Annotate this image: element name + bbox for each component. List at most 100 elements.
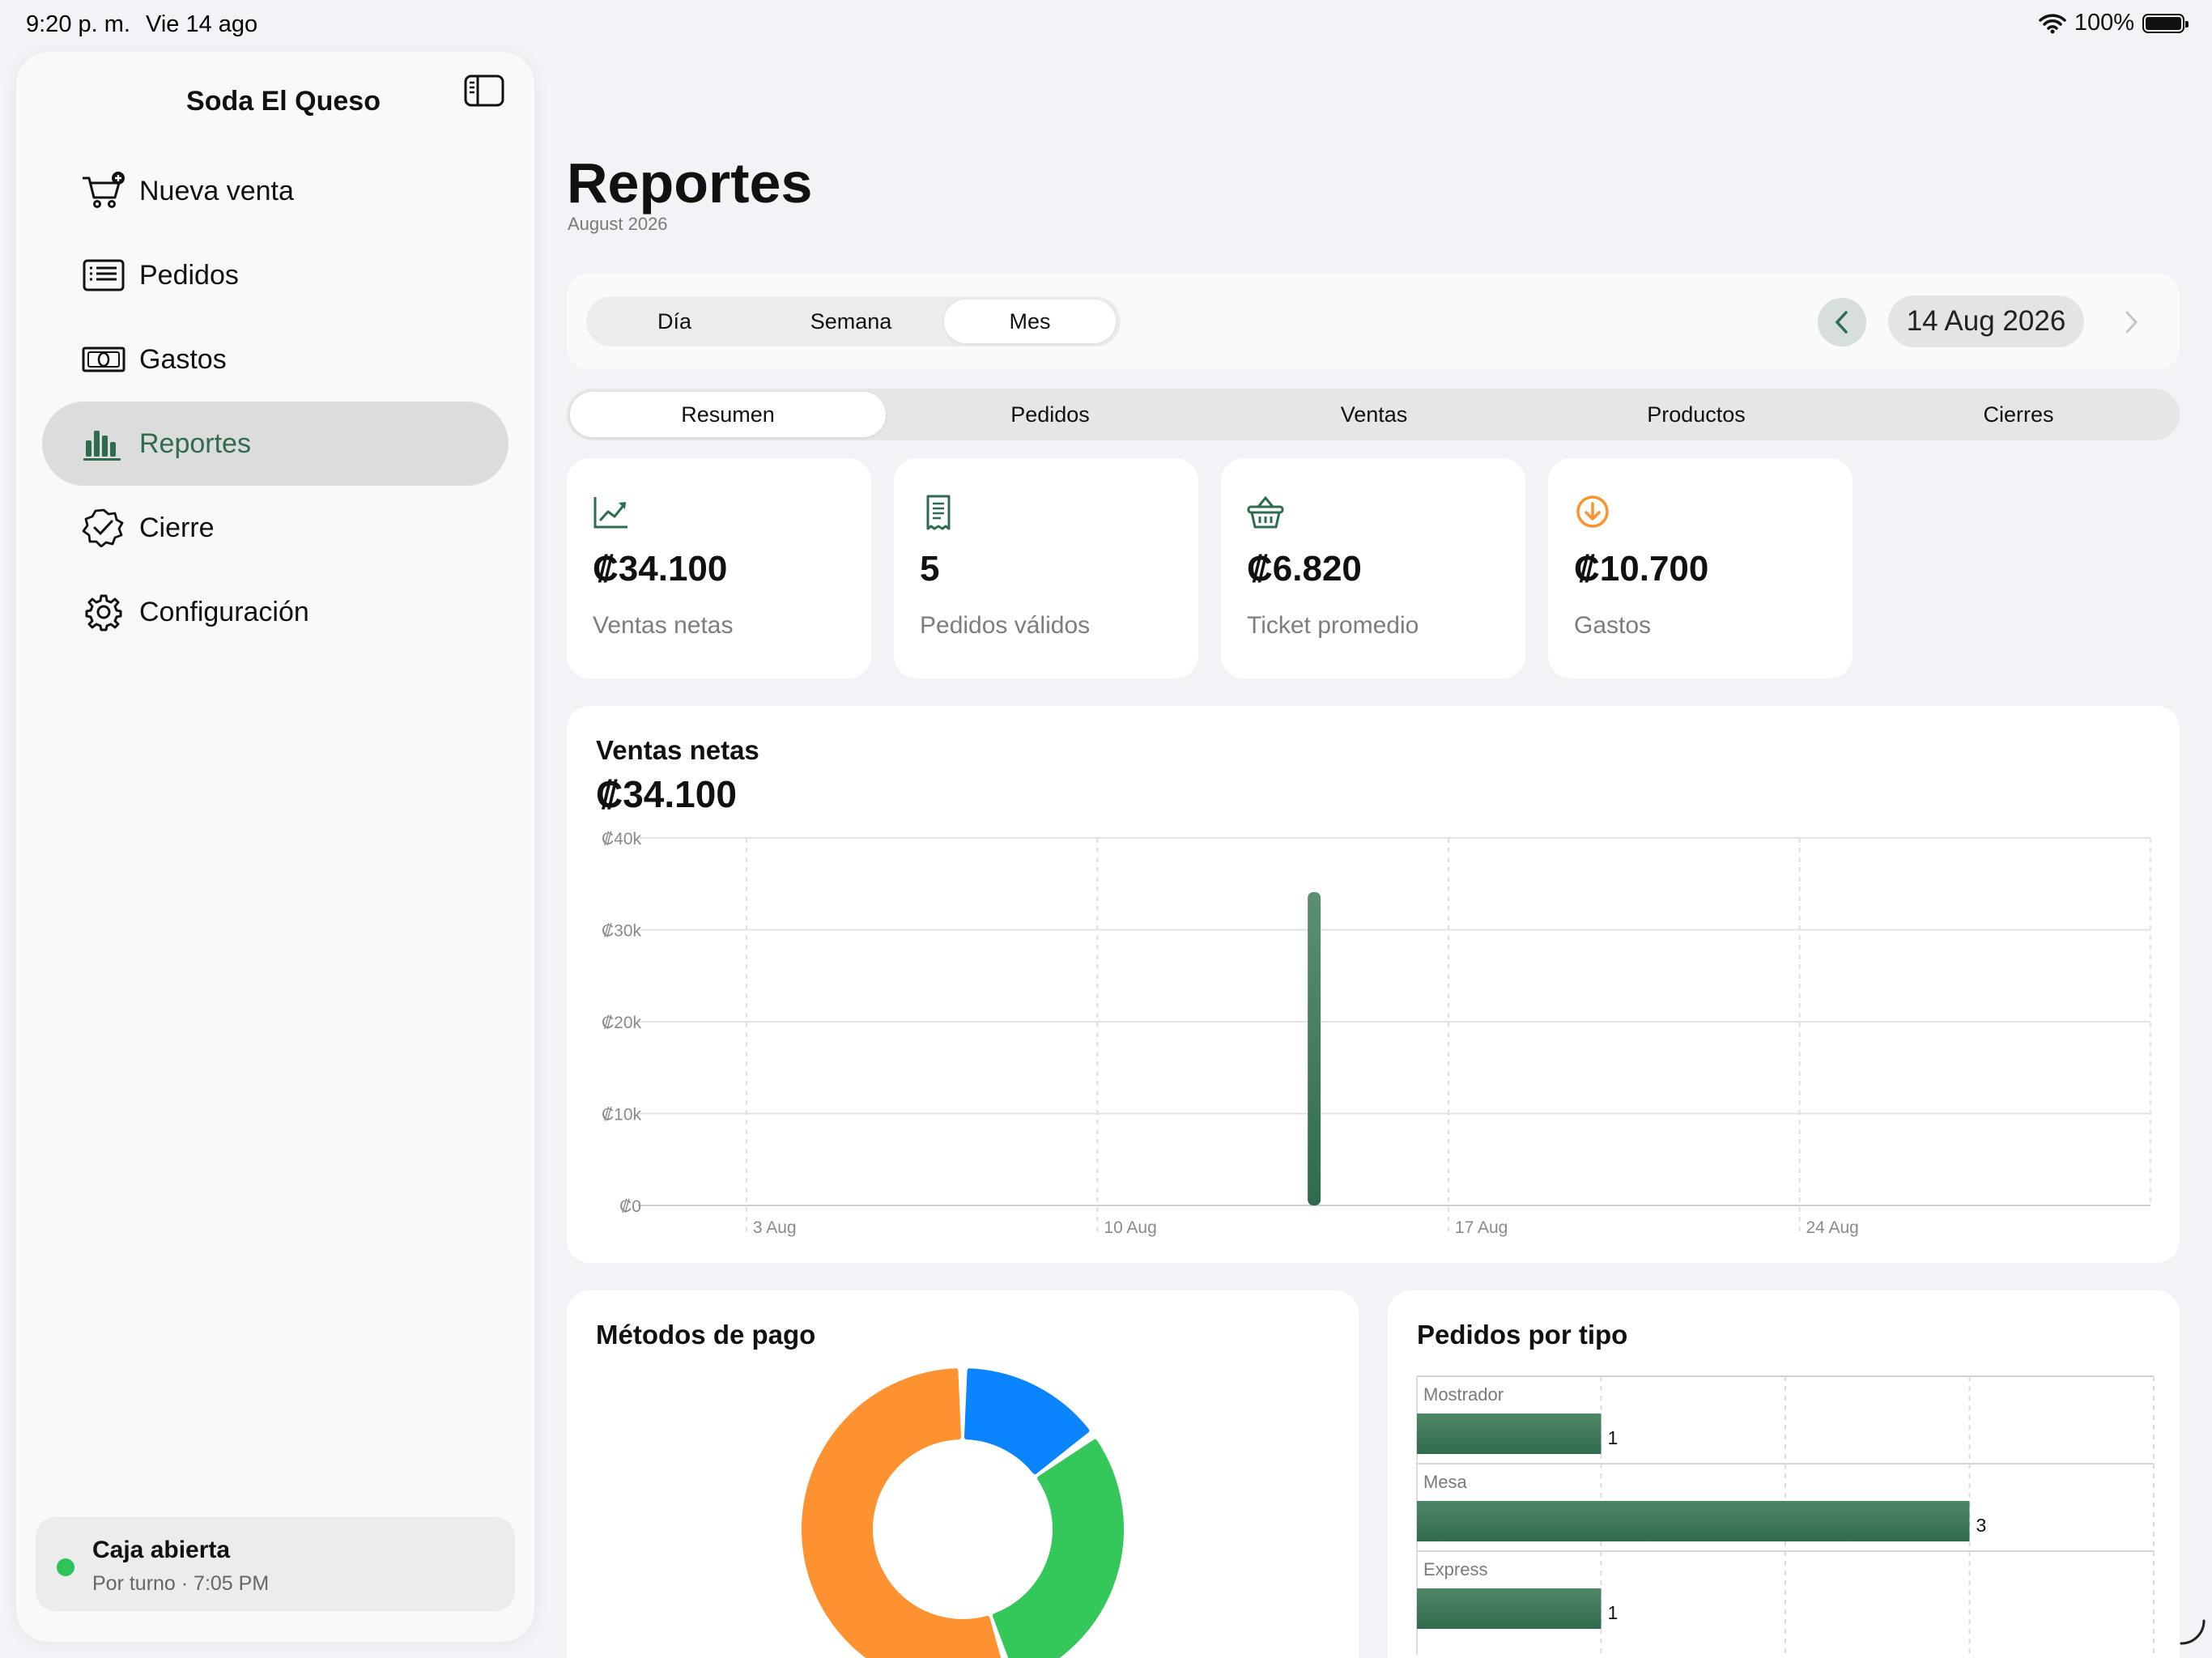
kpi-value: 5 bbox=[920, 549, 940, 589]
kpi-value: ₡10.700 bbox=[1574, 549, 1709, 589]
status-date: Vie 14 ago bbox=[146, 11, 258, 37]
donut-slice bbox=[992, 1439, 1124, 1658]
order-type-bar bbox=[1417, 1588, 1602, 1629]
chevron-left-icon bbox=[1835, 311, 1848, 334]
sidebar-item-label: Cierre bbox=[139, 512, 215, 543]
sales-chart: ₡0 ₡10k ₡20k ₡30k ₡40k 3 Aug 10 Aug 17 Aug 24 Au… bbox=[602, 830, 2151, 1237]
tab-pedidos[interactable]: Pedidos bbox=[1010, 402, 1090, 427]
sales-chart-card: ₡0 ₡10k ₡20k ₡30k ₡40k 3 Aug 10 Aug 17 Aug 24 Au… bbox=[567, 706, 2180, 1263]
period-semana[interactable]: Semana bbox=[810, 309, 892, 334]
date-picker-button[interactable]: 14 Aug 2026 bbox=[1888, 295, 2084, 347]
previous-period-button[interactable] bbox=[1818, 298, 1866, 346]
donut-slice bbox=[802, 1368, 1002, 1658]
orders-by-type-card: Pedidos por tipo 0123Mostrador1Mesa3Expr… bbox=[1388, 1290, 2180, 1658]
sidebar-item-label: Reportes bbox=[139, 427, 251, 459]
payment-methods-card: Métodos de pago bbox=[567, 1290, 1359, 1658]
next-period-button[interactable] bbox=[2115, 298, 2147, 346]
cash-register-status[interactable]: Caja abierta Por turno · 7:05 PM bbox=[36, 1517, 515, 1611]
wifi-icon bbox=[2039, 13, 2066, 33]
kpi-label: Ventas netas bbox=[593, 612, 734, 639]
gear-icon bbox=[81, 593, 126, 631]
y-tick-label: ₡20k bbox=[602, 1014, 642, 1032]
orders-by-type-chart: 0123Mostrador1Mesa3Express1 bbox=[1416, 1375, 2155, 1655]
kpi-label: Ticket promedio bbox=[1247, 612, 1419, 639]
receipt-icon bbox=[926, 495, 951, 530]
tab-resumen[interactable]: Resumen bbox=[570, 392, 886, 437]
kpi-card-ticket-promedio[interactable]: ₡6.820 Ticket promedio bbox=[1221, 458, 1525, 678]
sidebar-item-cierre[interactable]: Cierre bbox=[42, 486, 508, 570]
arrow-down-circle-icon bbox=[1576, 495, 1609, 528]
sidebar-item-pedidos[interactable]: Pedidos bbox=[42, 233, 508, 317]
y-tick-label: ₡40k bbox=[602, 830, 642, 848]
y-tick-label: ₡0 bbox=[619, 1197, 641, 1216]
sidebar-nav: Nueva venta Pedidos Gastos bbox=[42, 149, 508, 654]
battery-level bbox=[2146, 16, 2181, 30]
order-type-bar bbox=[1417, 1414, 1602, 1454]
sidebar-item-label: Pedidos bbox=[139, 259, 239, 291]
status-time: 9:20 p. m. bbox=[26, 11, 130, 37]
bar-chart-icon bbox=[81, 424, 126, 463]
y-tick-label: ₡30k bbox=[602, 922, 642, 941]
chart-title: Métodos de pago bbox=[596, 1320, 816, 1350]
category-label: Mesa bbox=[1423, 1472, 1468, 1492]
chevron-right-icon bbox=[2125, 311, 2138, 334]
x-tick-label: 24 Aug bbox=[1806, 1218, 1858, 1237]
sidebar-item-label: Nueva venta bbox=[139, 175, 294, 206]
status-subtitle: Por turno · 7:05 PM bbox=[92, 1572, 270, 1595]
period-toolbar: Día Semana Mes 14 Aug 2026 bbox=[567, 274, 2180, 369]
status-indicators: 100% bbox=[2039, 10, 2189, 36]
sidebar-toggle-icon[interactable] bbox=[463, 73, 505, 108]
kpi-card-pedidos-validos[interactable]: 5 Pedidos válidos bbox=[894, 458, 1198, 678]
banknote-icon bbox=[81, 340, 126, 379]
tab-ventas[interactable]: Ventas bbox=[1340, 402, 1408, 427]
kpi-value: ₡6.820 bbox=[1247, 549, 1362, 589]
tab-cierres[interactable]: Cierres bbox=[1983, 402, 2054, 427]
donut-slice bbox=[963, 1368, 1090, 1475]
y-tick-label: ₡10k bbox=[602, 1106, 642, 1124]
payment-donut-chart bbox=[802, 1368, 1124, 1658]
sidebar: Soda El Queso Nueva venta bbox=[16, 52, 534, 1642]
report-tabs: Resumen Pedidos Ventas Productos Cierres bbox=[567, 389, 2180, 440]
cart-plus-icon bbox=[81, 172, 126, 210]
x-tick-label: 10 Aug bbox=[1104, 1218, 1156, 1237]
kpi-card-ventas-netas[interactable]: ₡34.100 Ventas netas bbox=[567, 458, 871, 678]
category-label: Express bbox=[1423, 1559, 1487, 1579]
page-subtitle: August 2026 bbox=[568, 214, 668, 234]
kpi-label: Gastos bbox=[1574, 612, 1652, 639]
list-icon bbox=[81, 256, 126, 295]
status-dot bbox=[57, 1558, 74, 1576]
tab-productos[interactable]: Productos bbox=[1647, 402, 1746, 427]
resize-grip-icon bbox=[2180, 1619, 2206, 1645]
sidebar-item-nueva-venta[interactable]: Nueva venta bbox=[42, 149, 508, 233]
kpi-card-gastos[interactable]: ₡10.700 Gastos bbox=[1548, 458, 1853, 678]
chart-title: Ventas netas bbox=[596, 735, 759, 765]
period-dia[interactable]: Día bbox=[657, 309, 692, 334]
chart-total: ₡34.100 bbox=[596, 773, 737, 815]
bar-value-label: 3 bbox=[1976, 1515, 1987, 1536]
bar-value-label: 1 bbox=[1608, 1427, 1619, 1448]
x-tick-label: 3 Aug bbox=[753, 1218, 797, 1237]
sidebar-item-label: Gastos bbox=[139, 343, 227, 375]
order-type-bar bbox=[1417, 1501, 1970, 1541]
x-tick-label: 17 Aug bbox=[1455, 1218, 1508, 1237]
period-segmented-control: Día Semana Mes bbox=[586, 296, 1121, 346]
chart-title: Pedidos por tipo bbox=[1417, 1320, 1628, 1350]
kpi-value: ₡34.100 bbox=[593, 549, 728, 589]
checkmark-seal-icon bbox=[81, 508, 126, 547]
battery-icon bbox=[2142, 13, 2189, 33]
sidebar-item-gastos[interactable]: Gastos bbox=[42, 317, 508, 402]
trend-up-icon bbox=[593, 497, 627, 529]
page-title: Reportes bbox=[567, 151, 813, 215]
kpi-label: Pedidos válidos bbox=[920, 612, 1091, 639]
sidebar-item-configuracion[interactable]: Configuración bbox=[42, 570, 508, 654]
period-mes[interactable]: Mes bbox=[944, 300, 1116, 343]
sales-bar bbox=[1308, 891, 1321, 1205]
basket-icon bbox=[1247, 495, 1284, 529]
bar-value-label: 1 bbox=[1608, 1602, 1619, 1623]
app-title: Soda El Queso bbox=[186, 86, 381, 117]
battery-percent: 100% bbox=[2074, 10, 2134, 36]
sidebar-item-label: Configuración bbox=[139, 596, 309, 627]
sidebar-item-reportes[interactable]: Reportes bbox=[42, 402, 508, 486]
category-label: Mostrador bbox=[1423, 1384, 1504, 1405]
status-title: Caja abierta bbox=[92, 1537, 231, 1563]
